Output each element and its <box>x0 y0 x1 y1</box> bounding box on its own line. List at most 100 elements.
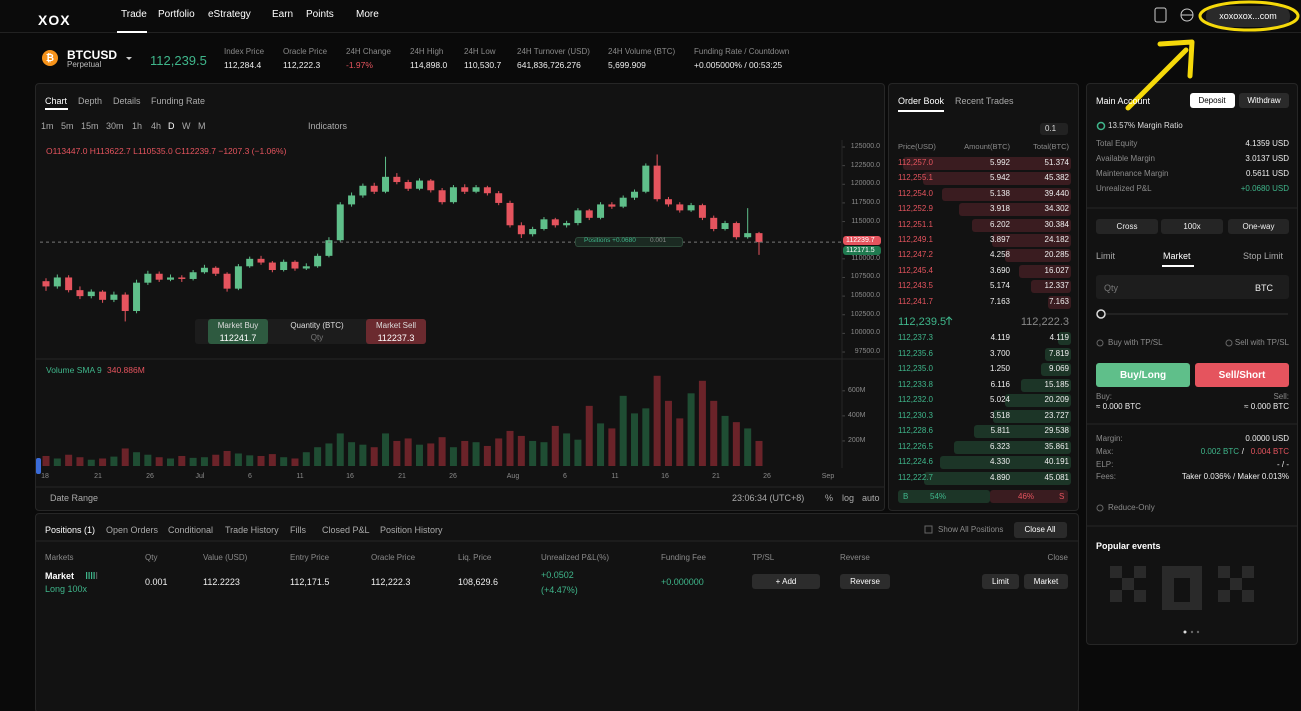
tab-underline <box>45 108 68 110</box>
mode-label[interactable]: 100x <box>1183 222 1201 231</box>
order-tab[interactable]: Stop Limit <box>1242 251 1283 261</box>
mode-label[interactable]: Cross <box>1116 222 1138 231</box>
mode-button[interactable] <box>1161 219 1223 234</box>
positions-tab[interactable]: Position History <box>380 525 443 535</box>
market-sell-button[interactable] <box>366 319 426 344</box>
tpsl-option[interactable]: Buy with TP/SL <box>1108 338 1163 347</box>
ratio-s: S <box>1059 492 1065 501</box>
slider-knob[interactable] <box>1096 309 1106 319</box>
deposit-label[interactable]: Deposit <box>1198 96 1226 105</box>
market-buy-button[interactable] <box>208 319 268 344</box>
stat-value: -1.97% <box>346 60 373 70</box>
volume-bar <box>348 442 356 466</box>
buy-button[interactable] <box>1096 363 1190 387</box>
tpsl-option[interactable]: Sell with TP/SL <box>1234 338 1289 347</box>
sell-button[interactable] <box>1195 363 1289 387</box>
market-button[interactable] <box>1024 574 1068 589</box>
positions-tab[interactable]: Conditional <box>168 525 214 535</box>
carousel-dot[interactable] <box>1196 630 1200 634</box>
percent-toggle[interactable]: % <box>825 493 834 503</box>
candle-body <box>415 180 423 189</box>
ob-price: 112,245.4 <box>898 265 933 275</box>
account-title[interactable]: Main Account <box>1096 96 1151 106</box>
positions-header: Close <box>1047 553 1068 562</box>
close-all-label[interactable]: Close All <box>1024 525 1056 534</box>
order-tab[interactable]: Market <box>1163 251 1191 261</box>
order-tab[interactable]: Limit <box>1096 251 1116 261</box>
volume-bar <box>676 418 684 466</box>
market-label[interactable]: Market <box>1033 577 1059 586</box>
interval[interactable]: 15m <box>81 121 99 131</box>
reduce-only[interactable]: Reduce-Only <box>1108 503 1155 512</box>
indicators-button[interactable]: Indicators <box>308 121 348 131</box>
account-pill[interactable] <box>1206 6 1290 27</box>
download-icon[interactable] <box>1154 7 1167 23</box>
step-select[interactable] <box>1040 123 1068 135</box>
mode-button[interactable] <box>1228 219 1289 234</box>
account-label[interactable]: xoxoxox...com <box>1219 11 1277 21</box>
reverse-label[interactable]: Reverse <box>850 577 880 586</box>
clock: 23:06:34 (UTC+8) <box>732 493 805 503</box>
ob-amount: 3.918 <box>989 204 1010 214</box>
interval[interactable]: 4h <box>151 121 162 131</box>
add-button[interactable] <box>752 574 820 589</box>
volume-bar <box>382 433 390 466</box>
chart-tab[interactable]: Depth <box>78 96 103 106</box>
interval[interactable]: D <box>168 121 175 131</box>
stat-label: Oracle Price <box>283 47 328 56</box>
add-label[interactable]: + Add <box>775 577 797 586</box>
nav-item[interactable]: More <box>356 9 379 20</box>
nav-item[interactable]: Trade <box>121 9 147 20</box>
buy-label[interactable]: Buy/Long <box>1119 370 1167 381</box>
nav-item[interactable]: Points <box>306 9 334 20</box>
interval[interactable]: M <box>198 121 206 131</box>
ob-tab[interactable]: Recent Trades <box>955 96 1014 106</box>
sell-label[interactable]: Sell/Short <box>1218 370 1266 381</box>
date-range[interactable]: Date Range <box>50 493 99 503</box>
withdraw-label[interactable]: Withdraw <box>1247 96 1281 105</box>
chart-tab[interactable]: Funding Rate <box>151 96 206 106</box>
candle-body <box>732 223 740 238</box>
ob-tab[interactable]: Order Book <box>898 96 945 106</box>
show-all[interactable]: Show All Positions <box>938 525 1004 534</box>
positions-tab[interactable]: Open Orders <box>106 525 159 535</box>
reverse-button[interactable] <box>840 574 890 589</box>
nav-item[interactable]: Portfolio <box>158 9 195 20</box>
interval[interactable]: 5m <box>61 121 74 131</box>
nav-item[interactable]: eStrategy <box>208 9 251 20</box>
interval[interactable]: W <box>182 121 191 131</box>
carousel-dot[interactable] <box>1190 630 1194 634</box>
ratio-b: B <box>903 492 909 501</box>
interval[interactable]: 1m <box>41 121 54 131</box>
qty-input[interactable] <box>1096 275 1289 299</box>
scroll-handle[interactable] <box>36 458 41 474</box>
log-toggle[interactable]: log <box>842 493 855 503</box>
nav-item[interactable]: Earn <box>272 9 294 20</box>
positions-tab[interactable]: Fills <box>290 525 306 535</box>
leverage-bar <box>91 572 93 579</box>
ob-total: 20.285 <box>1044 250 1069 260</box>
positions-tab[interactable]: Closed P&L <box>322 525 370 535</box>
chart-tab[interactable]: Details <box>113 96 141 106</box>
pos-pnl-pct: (+4.47%) <box>541 585 578 595</box>
interval[interactable]: 30m <box>106 121 124 131</box>
step-value[interactable]: 0.1 <box>1045 124 1057 133</box>
chart-tab[interactable]: Chart <box>45 96 68 106</box>
close-all-button[interactable] <box>1014 522 1067 538</box>
carousel-dot[interactable] <box>1183 630 1187 634</box>
limit-label[interactable]: Limit <box>992 577 1009 586</box>
deposit-button[interactable] <box>1190 93 1235 108</box>
candle-body <box>178 277 186 279</box>
volume-bar <box>302 452 310 466</box>
positions-tab[interactable]: Positions (1) <box>45 525 96 535</box>
mode-button[interactable] <box>1096 219 1158 234</box>
limit-button[interactable] <box>982 574 1019 589</box>
volume-bar <box>189 457 197 466</box>
positions-tab[interactable]: Trade History <box>225 525 279 535</box>
positions-header: TP/SL <box>752 553 775 562</box>
mode-label[interactable]: One-way <box>1242 222 1275 231</box>
withdraw-button[interactable] <box>1239 93 1289 108</box>
x-tick-label: 18 <box>41 473 49 480</box>
interval[interactable]: 1h <box>132 121 143 131</box>
auto-toggle[interactable]: auto <box>862 493 880 503</box>
